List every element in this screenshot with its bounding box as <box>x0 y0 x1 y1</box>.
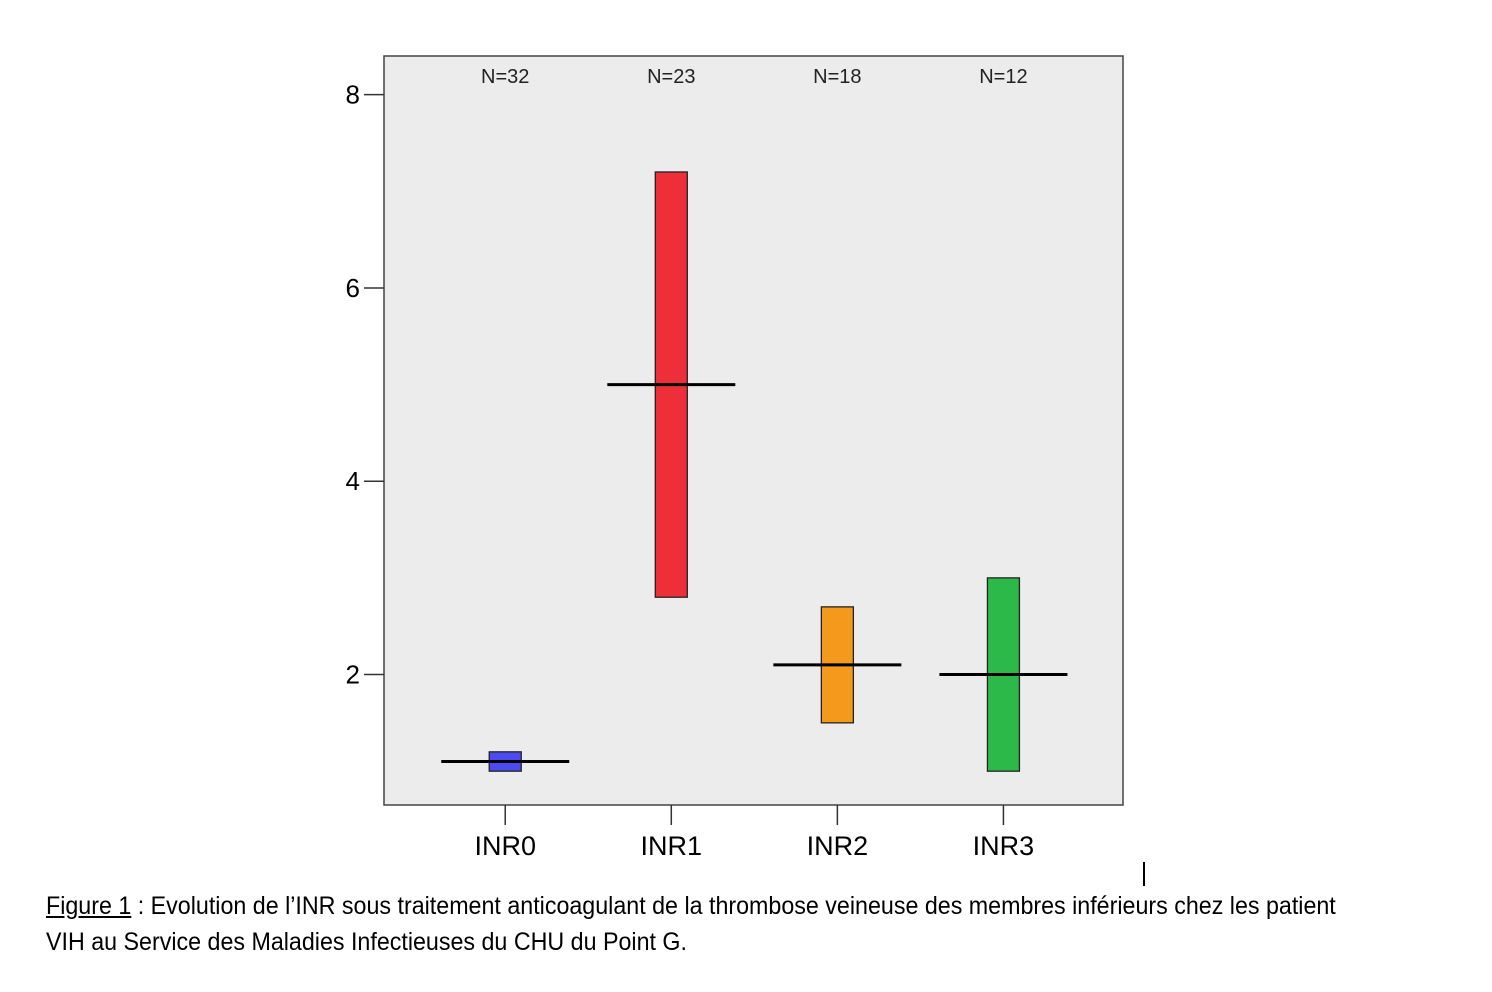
y-tick-label: 2 <box>346 660 360 690</box>
y-tick-label: 4 <box>346 466 360 496</box>
x-tick-label: INR0 <box>474 831 536 861</box>
y-tick-label: 6 <box>346 273 360 303</box>
n-label: N=12 <box>979 66 1027 88</box>
text-cursor <box>1143 862 1145 886</box>
caption-label: Figure 1 <box>46 892 132 920</box>
x-tick-label: INR1 <box>641 831 703 861</box>
chart: 2 4 6 8 INR0 INR1 INR2 INR3 N=32 N=23 N=18 N=12 <box>346 55 1124 861</box>
caption-line2: VIH au Service des Maladies Infectieuses… <box>46 928 687 956</box>
n-label: N=18 <box>813 66 861 88</box>
n-label: N=23 <box>647 66 695 88</box>
boxes <box>441 171 1068 772</box>
caption-text: : Evolution de l’INR sous traitement ant… <box>131 892 1336 920</box>
n-label: N=32 <box>481 66 529 88</box>
x-tick-label: INR2 <box>807 831 869 861</box>
figure-caption: Figure 1 : Evolution de l’INR sous trait… <box>46 888 1348 960</box>
n-labels: N=32 N=23 N=18 N=12 <box>481 66 1028 88</box>
y-axis: 2 4 6 8 <box>346 80 384 690</box>
x-axis: INR0 INR1 INR2 INR3 <box>474 805 1034 861</box>
y-tick-label: 8 <box>346 80 360 110</box>
x-tick-label: INR3 <box>973 831 1035 861</box>
